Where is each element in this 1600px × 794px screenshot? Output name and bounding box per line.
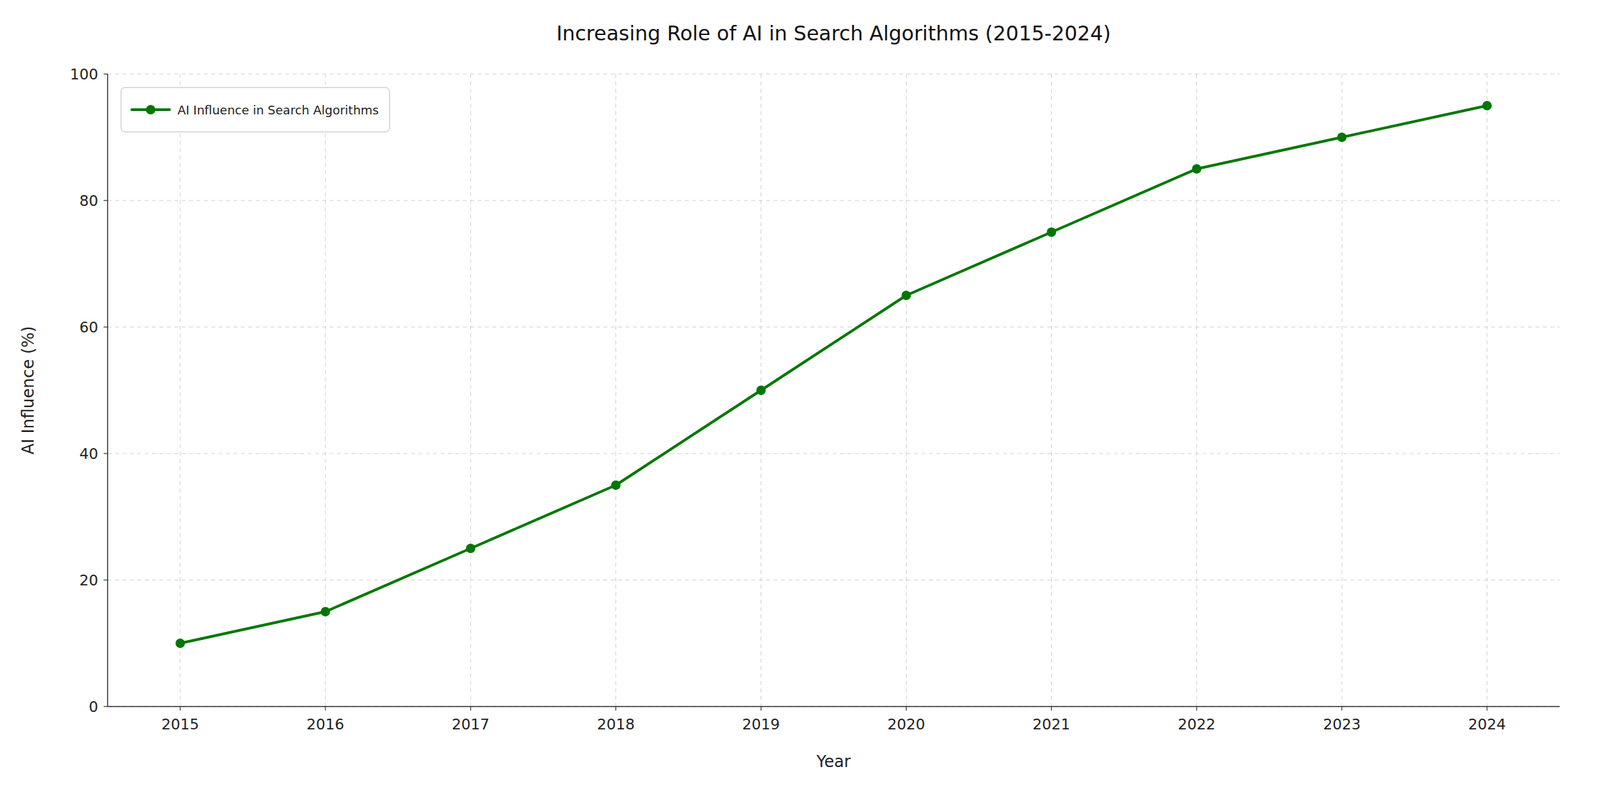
y-axis-label: AI Influence (%) <box>18 326 38 455</box>
data-point <box>1337 132 1347 142</box>
data-point <box>1482 100 1492 111</box>
x-tick-label: 2017 <box>451 715 490 733</box>
y-tick-label: 80 <box>79 192 99 210</box>
x-tick <box>179 706 181 711</box>
x-tick <box>905 706 907 711</box>
y-tick <box>103 73 108 74</box>
x-tick <box>1486 706 1488 711</box>
x-grid-line <box>179 73 181 707</box>
x-tick <box>1341 706 1343 711</box>
x-grid-line <box>1341 73 1343 707</box>
x-tick <box>324 706 326 711</box>
x-tick-label: 2024 <box>1468 715 1506 733</box>
x-grid-line <box>1487 73 1488 707</box>
x-tick-label: 2023 <box>1322 715 1361 733</box>
series-line <box>180 105 1488 643</box>
x-axis-label: Year <box>815 751 851 771</box>
y-tick <box>103 199 108 201</box>
chart-title: Increasing Role of AI in Search Algorith… <box>556 21 1111 46</box>
y-tick <box>103 326 108 327</box>
x-tick-label: 2022 <box>1177 715 1216 733</box>
plot-area <box>175 100 1492 648</box>
y-axis-line <box>106 73 109 707</box>
data-point <box>611 480 621 490</box>
x-tick-label: 2016 <box>306 715 345 733</box>
legend-label: AI Influence in Search Algorithms <box>177 102 379 118</box>
x-tick <box>1196 706 1198 711</box>
data-point <box>1046 227 1056 237</box>
y-tick-label: 100 <box>69 65 99 83</box>
y-tick-label: 0 <box>88 698 99 715</box>
x-tick-label: 2015 <box>161 715 200 733</box>
y-tick-label: 60 <box>79 318 99 336</box>
y-tick <box>103 579 108 580</box>
x-tick-label: 2018 <box>597 715 635 733</box>
data-point <box>756 385 767 395</box>
legend-box <box>121 87 390 132</box>
x-tick-label: 2021 <box>1032 715 1071 733</box>
chart: 2015 2016 2017 2018 2019 2020 2021 2022 2023 2024… <box>0 0 1600 794</box>
y-tick-label: 20 <box>79 571 99 589</box>
data-point <box>1191 164 1202 174</box>
legend-swatch-marker <box>145 104 156 115</box>
x-tick-label: 2020 <box>887 715 925 733</box>
x-tick <box>760 706 762 711</box>
data-point <box>901 290 911 300</box>
x-tick <box>615 706 617 711</box>
x-tick <box>1051 706 1052 711</box>
x-grid-line <box>1051 73 1052 707</box>
x-tick <box>470 706 471 711</box>
y-tick <box>103 705 108 707</box>
x-grid-line <box>905 73 907 707</box>
y-tick-label: 40 <box>79 445 99 463</box>
y-tick <box>103 452 108 454</box>
legend: AI Influence in Search Algorithms <box>121 87 390 132</box>
axes: 2015 2016 2017 2018 2019 2020 2021 2022 2023 2024… <box>69 65 1560 734</box>
x-grid-line <box>470 73 471 707</box>
data-point <box>466 543 476 553</box>
data-point <box>175 638 185 648</box>
data-point <box>320 606 331 617</box>
grid <box>107 73 1560 707</box>
legend-items: AI Influence in Search Algorithms <box>131 102 379 118</box>
x-tick-label: 2019 <box>742 715 781 733</box>
x-grid-line <box>615 73 617 707</box>
